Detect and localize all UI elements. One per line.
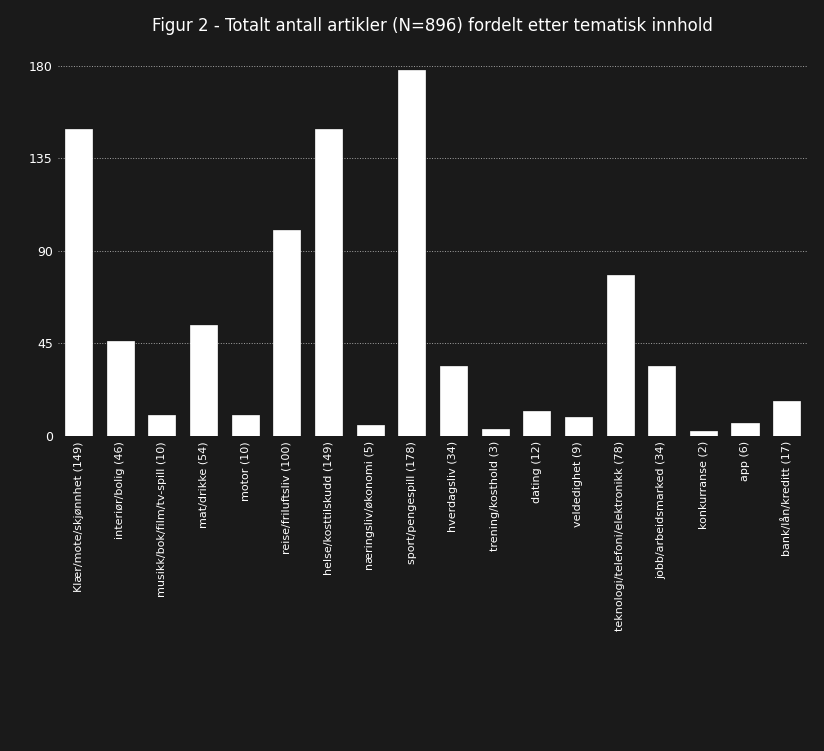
Bar — [523, 411, 550, 436]
Bar — [65, 129, 92, 436]
Bar — [773, 400, 800, 436]
Bar — [357, 425, 384, 436]
Title: Figur 2 - Totalt antall artikler (N=896) fordelt etter tematisk innhold: Figur 2 - Totalt antall artikler (N=896)… — [152, 17, 713, 35]
Bar — [732, 424, 759, 436]
Bar — [315, 129, 342, 436]
Bar — [440, 366, 467, 436]
Bar — [481, 430, 508, 436]
Bar — [648, 366, 675, 436]
Bar — [148, 415, 176, 436]
Bar — [232, 415, 259, 436]
Bar — [398, 70, 425, 436]
Bar — [690, 432, 717, 436]
Bar — [606, 276, 634, 436]
Bar — [190, 324, 217, 436]
Bar — [106, 341, 133, 436]
Bar — [565, 417, 592, 436]
Bar — [274, 230, 300, 436]
